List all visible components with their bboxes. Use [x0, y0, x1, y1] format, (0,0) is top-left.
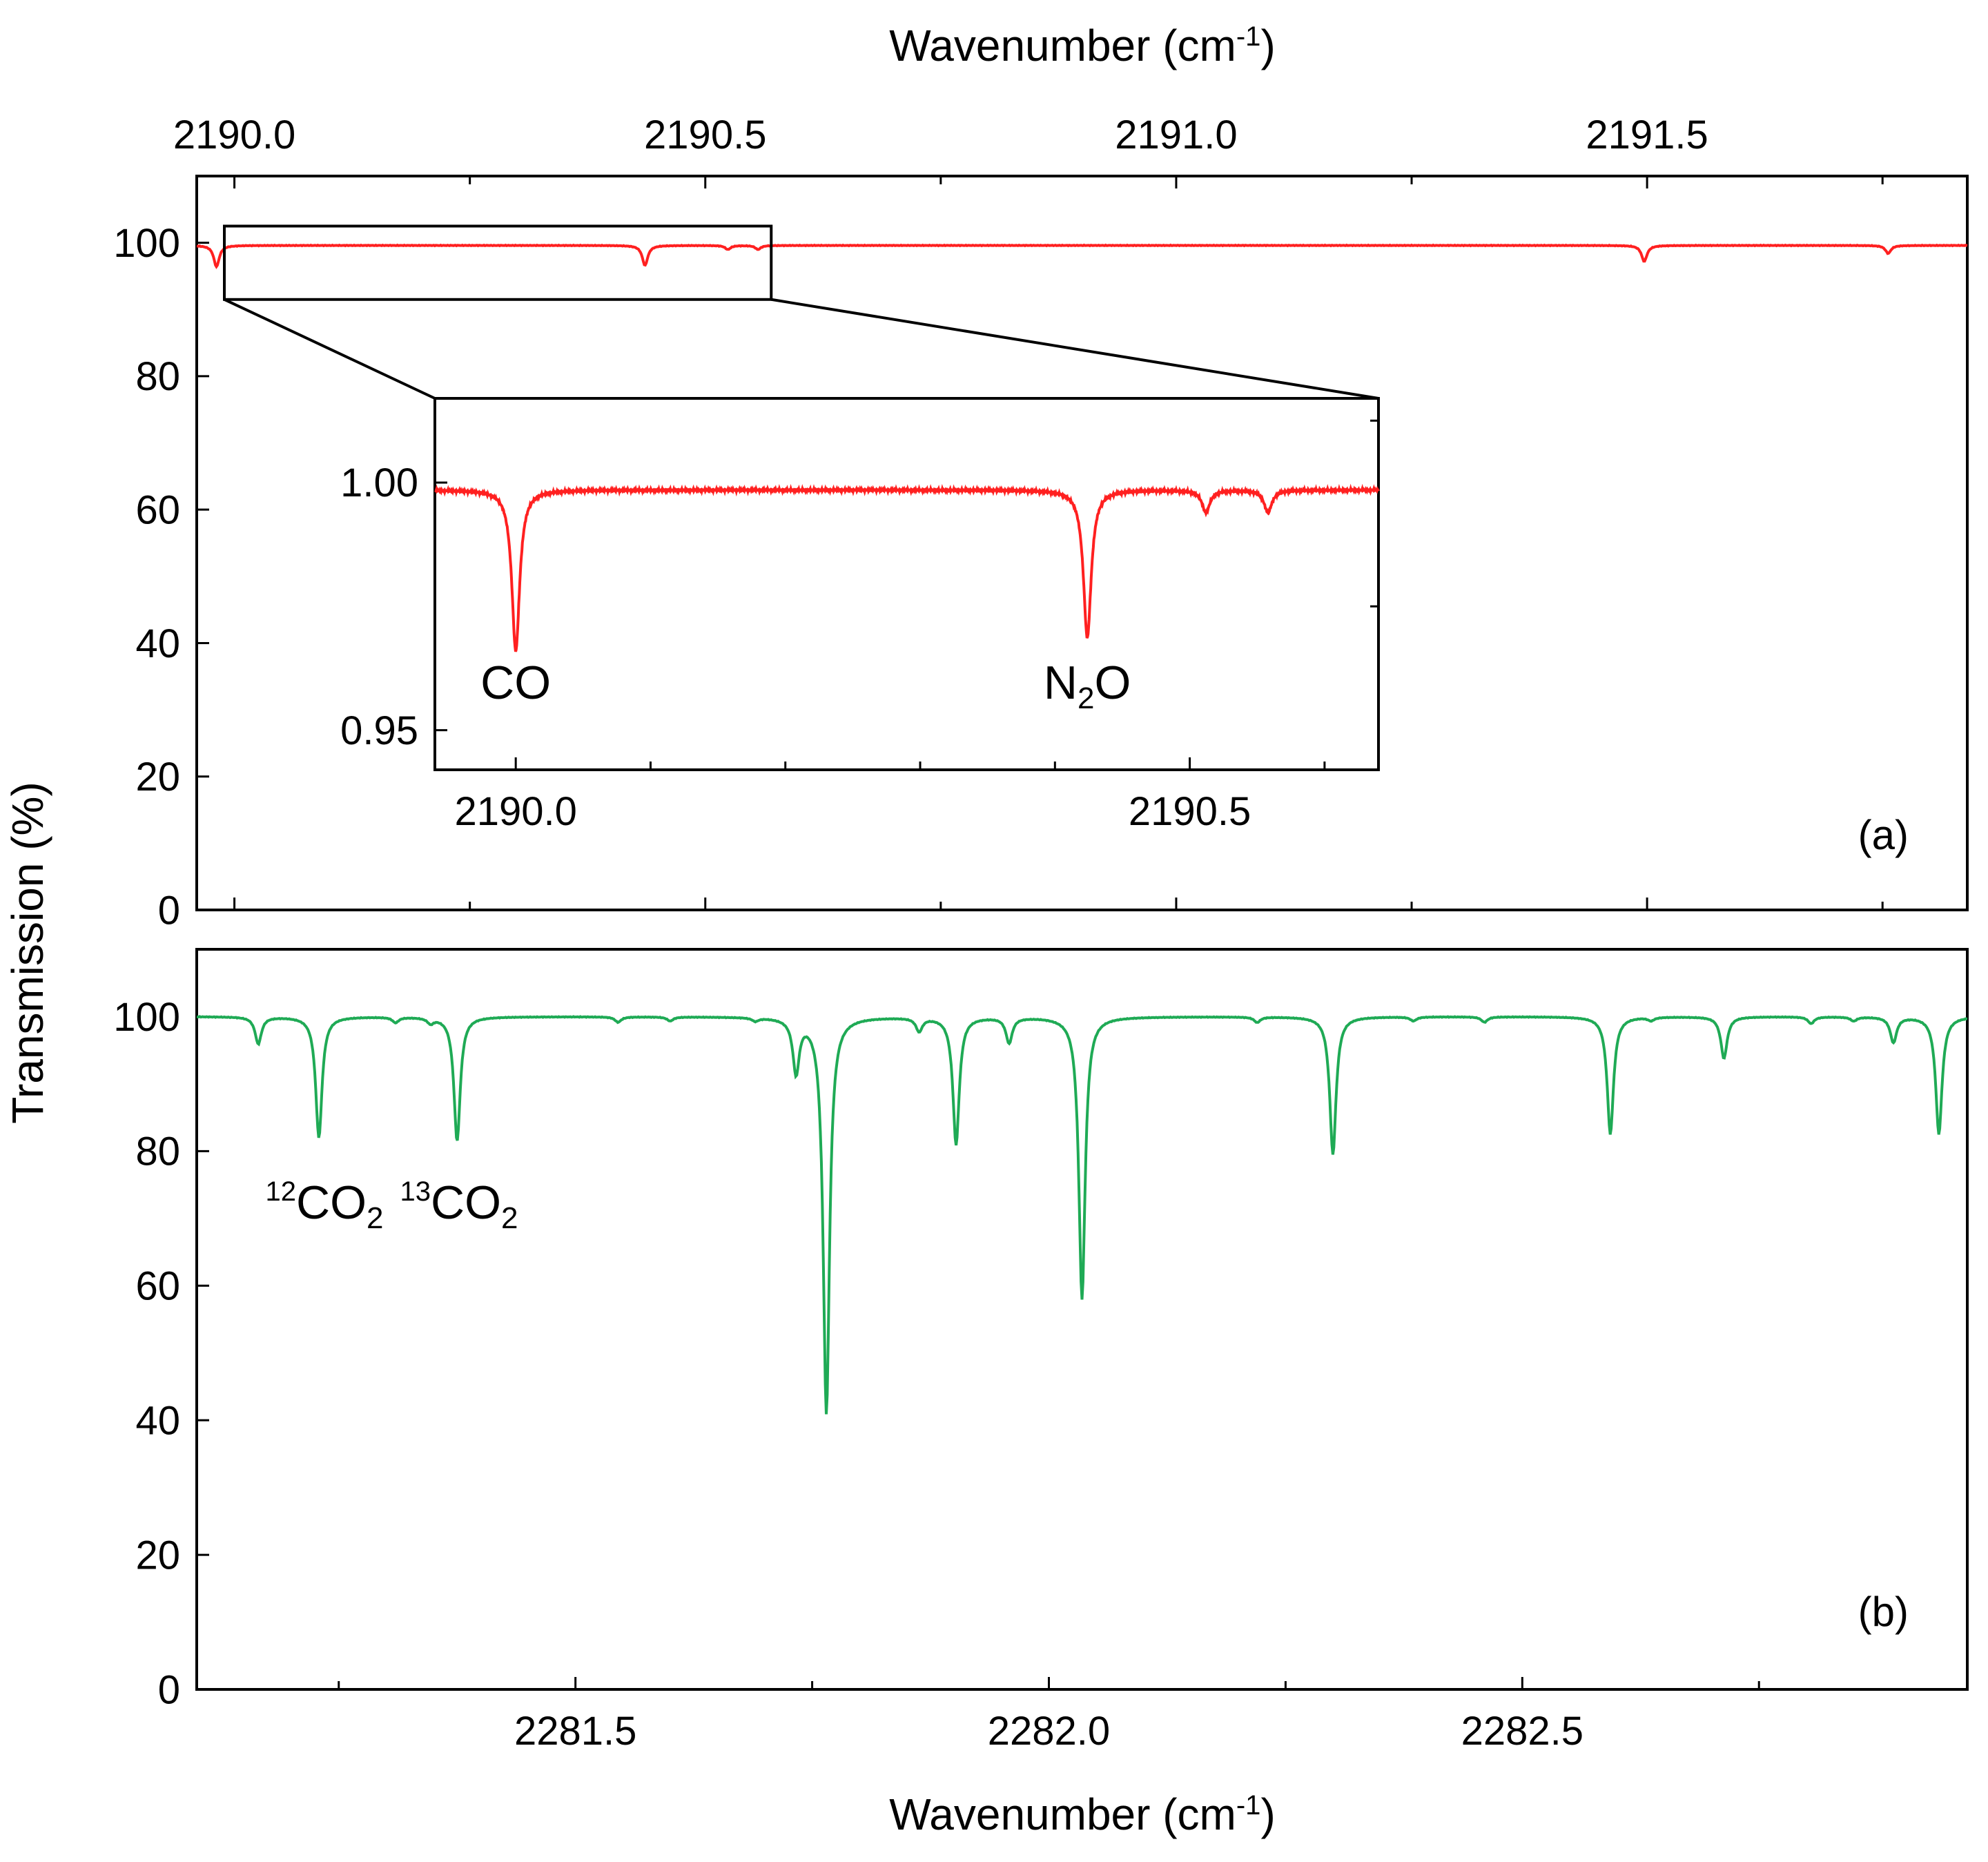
top-x-axis-label: Wavenumber (cm-1) [889, 21, 1276, 70]
inset-x-tick-label-0: 2190.0 [454, 789, 576, 834]
panel-b-x-ticks: 2281.5 2282.0 2282.5 [338, 1677, 1760, 1754]
panel-b-y-tick-label-5: 100 [113, 995, 180, 1040]
panel-a-y-tick-label-2: 40 [135, 621, 180, 666]
bottom-x-axis-label: Wavenumber (cm-1) [889, 1790, 1276, 1839]
co-annotation: CO [480, 657, 551, 709]
panel-b-x-tick-label-2: 2282.5 [1461, 1709, 1583, 1754]
panel-b-y-tick-label-3: 60 [135, 1264, 180, 1309]
panel-b-y-tick-label-2: 40 [135, 1398, 180, 1443]
panel-a-y-tick-label-4: 80 [135, 354, 180, 399]
y-axis-label: Transmission (%) [3, 782, 52, 1123]
panel-a-y-tick-label-1: 20 [135, 755, 180, 799]
12co2-annotation: 12CO2 [266, 1176, 384, 1235]
panel-b-x-tick-label-0: 2281.5 [514, 1709, 636, 1754]
inset-x-tick-label-1: 2190.5 [1129, 789, 1251, 834]
panel-b-label: (b) [1858, 1589, 1909, 1635]
zoom-connector-left [224, 298, 436, 400]
panel-a-x-tick-label-1: 2190.5 [644, 113, 766, 157]
panel-b-y-ticks: 0 20 40 60 80 100 [113, 995, 209, 1712]
zoom-connector-right [770, 298, 1379, 400]
inset-y-tick-label-0: 0.95 [340, 708, 418, 753]
panel-b-y-tick-label-0: 0 [158, 1667, 180, 1712]
inset-frame [433, 397, 1380, 771]
panel-a-x-tick-label-0: 2190.0 [173, 113, 295, 157]
panel-b-y-tick-label-1: 20 [135, 1533, 180, 1578]
panel-b-spectrum-line [196, 1015, 1968, 1415]
panel-a-y-ticks: 0 20 40 60 80 100 [113, 221, 209, 933]
panel-a-x-tick-label-3: 2191.5 [1586, 113, 1708, 157]
panel-a-x-ticks: 2190.0 2190.5 2191.0 2191.5 [173, 113, 1884, 910]
panel-b: 2281.5 2282.0 2282.5 0 20 40 60 80 100 12CO2 13… [113, 948, 1969, 1754]
panel-b-y-tick-label-4: 80 [135, 1129, 180, 1174]
panel-a-spectrum-line [196, 243, 1968, 269]
inset-zoom-plot: 2190.0 2190.5 0.95 1.00 CO N2O [340, 397, 1380, 834]
panel-a-y-tick-label-5: 100 [113, 221, 180, 266]
panel-a-label: (a) [1858, 812, 1909, 858]
panel-a-y-tick-label-3: 60 [135, 487, 180, 532]
inset-x-ticks: 2190.0 2190.5 [454, 757, 1326, 834]
inset-y-tick-label-1: 1.00 [340, 460, 418, 505]
inset-spectrum-line [434, 483, 1380, 652]
13co2-annotation: 13CO2 [400, 1176, 518, 1235]
n2o-annotation: N2O [1044, 657, 1131, 715]
panel-a-y-tick-label-0: 0 [158, 888, 180, 933]
zoom-box [223, 224, 773, 301]
inset-y-ticks: 0.95 1.00 [340, 419, 1378, 753]
panel-a: 2190.0 2190.5 2191.0 2191.5 0 20 40 60 80 100 (a… [113, 113, 1969, 933]
panel-a-x-tick-label-2: 2191.0 [1115, 113, 1237, 157]
panel-b-frame [195, 948, 1969, 1691]
panel-b-x-tick-label-1: 2282.0 [988, 1709, 1110, 1754]
panel-a-frame [195, 175, 1969, 911]
